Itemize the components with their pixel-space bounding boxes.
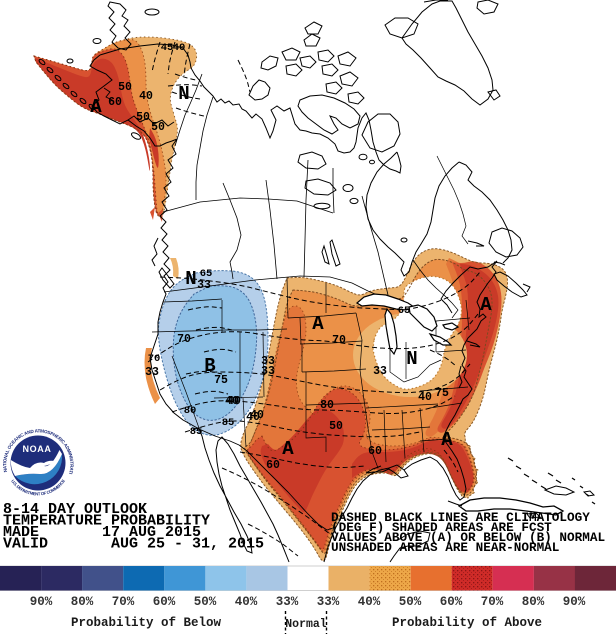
svg-text:Probability of Above: Probability of Above	[392, 616, 542, 630]
svg-text:A: A	[480, 294, 492, 316]
svg-text:40: 40	[418, 391, 432, 404]
svg-text:80%: 80%	[71, 595, 94, 609]
svg-text:A: A	[282, 438, 294, 460]
svg-text:70: 70	[177, 333, 191, 346]
svg-text:A: A	[90, 96, 102, 118]
svg-text:70%: 70%	[481, 595, 504, 609]
svg-text:85: 85	[190, 426, 203, 438]
svg-text:Probability of Below: Probability of Below	[71, 616, 222, 630]
svg-text:40: 40	[139, 90, 153, 103]
svg-text:33: 33	[197, 279, 211, 292]
svg-text:90%: 90%	[30, 595, 53, 609]
svg-text:40%: 40%	[358, 595, 381, 609]
svg-text:60: 60	[368, 445, 382, 458]
svg-text:65: 65	[398, 305, 411, 317]
svg-text:B: B	[204, 355, 215, 377]
svg-text:A: A	[312, 313, 324, 335]
svg-text:N: N	[406, 348, 417, 370]
svg-text:50%: 50%	[194, 595, 217, 609]
svg-text:N: N	[185, 268, 196, 290]
svg-text:17 AUG 2015: 17 AUG 2015	[102, 524, 201, 541]
svg-text:50: 50	[136, 111, 150, 124]
svg-text:80%: 80%	[522, 595, 545, 609]
svg-text:(DEG F) SHADED AREAS ARE FCST: (DEG F) SHADED AREAS ARE FCST	[331, 520, 552, 535]
svg-text:75: 75	[435, 387, 449, 400]
svg-text:50: 50	[151, 121, 165, 134]
svg-text:40: 40	[173, 42, 186, 54]
svg-text:80: 80	[320, 399, 334, 412]
svg-text:70%: 70%	[112, 595, 135, 609]
svg-text:50: 50	[118, 81, 132, 94]
svg-text:AUG 25 - 31, 2015: AUG 25 - 31, 2015	[111, 536, 264, 553]
svg-text:33: 33	[145, 366, 159, 379]
svg-text:40: 40	[227, 395, 241, 408]
svg-text:50: 50	[329, 420, 343, 433]
svg-text:70: 70	[148, 353, 161, 365]
svg-text:80: 80	[184, 405, 197, 417]
svg-text:VALUES ABOVE (A) OR BELOW (B): VALUES ABOVE (A) OR BELOW (B) NORMAL	[331, 530, 605, 545]
svg-text:UNSHADED AREAS ARE NEAR-NORMAL: UNSHADED AREAS ARE NEAR-NORMAL	[331, 540, 559, 555]
svg-text:40%: 40%	[235, 595, 258, 609]
svg-text:NOAA: NOAA	[23, 444, 52, 454]
svg-text:75: 75	[214, 374, 228, 387]
svg-text:40: 40	[250, 409, 264, 422]
svg-text:60%: 60%	[153, 595, 176, 609]
svg-text:70: 70	[332, 334, 346, 347]
svg-text:90%: 90%	[563, 595, 586, 609]
svg-text:85: 85	[222, 417, 235, 429]
svg-text:40: 40	[246, 411, 260, 424]
svg-text:45: 45	[161, 42, 174, 54]
svg-text:33%: 33%	[317, 595, 340, 609]
svg-text:DASHED BLACK LINES ARE CLIMATO: DASHED BLACK LINES ARE CLIMATOLOGY	[331, 510, 590, 525]
svg-text:50%: 50%	[399, 595, 422, 609]
svg-text:33: 33	[261, 365, 275, 378]
svg-text:60%: 60%	[440, 595, 463, 609]
svg-text:40: 40	[225, 395, 239, 408]
svg-text:60: 60	[108, 96, 122, 109]
svg-text:MADE: MADE	[3, 524, 39, 541]
svg-text:65: 65	[200, 268, 213, 280]
svg-text:A: A	[441, 429, 453, 451]
svg-text:33%: 33%	[276, 595, 299, 609]
svg-text:8-14 DAY OUTLOOK: 8-14 DAY OUTLOOK	[3, 501, 147, 518]
svg-text:TEMPERATURE PROBABILITY: TEMPERATURE PROBABILITY	[3, 513, 210, 530]
svg-text:N: N	[178, 83, 189, 105]
svg-text:Normal: Normal	[285, 618, 327, 631]
svg-text:33: 33	[261, 355, 275, 368]
svg-text:60: 60	[266, 459, 280, 472]
svg-text:33: 33	[373, 365, 387, 378]
svg-text:VALID: VALID	[3, 536, 48, 553]
